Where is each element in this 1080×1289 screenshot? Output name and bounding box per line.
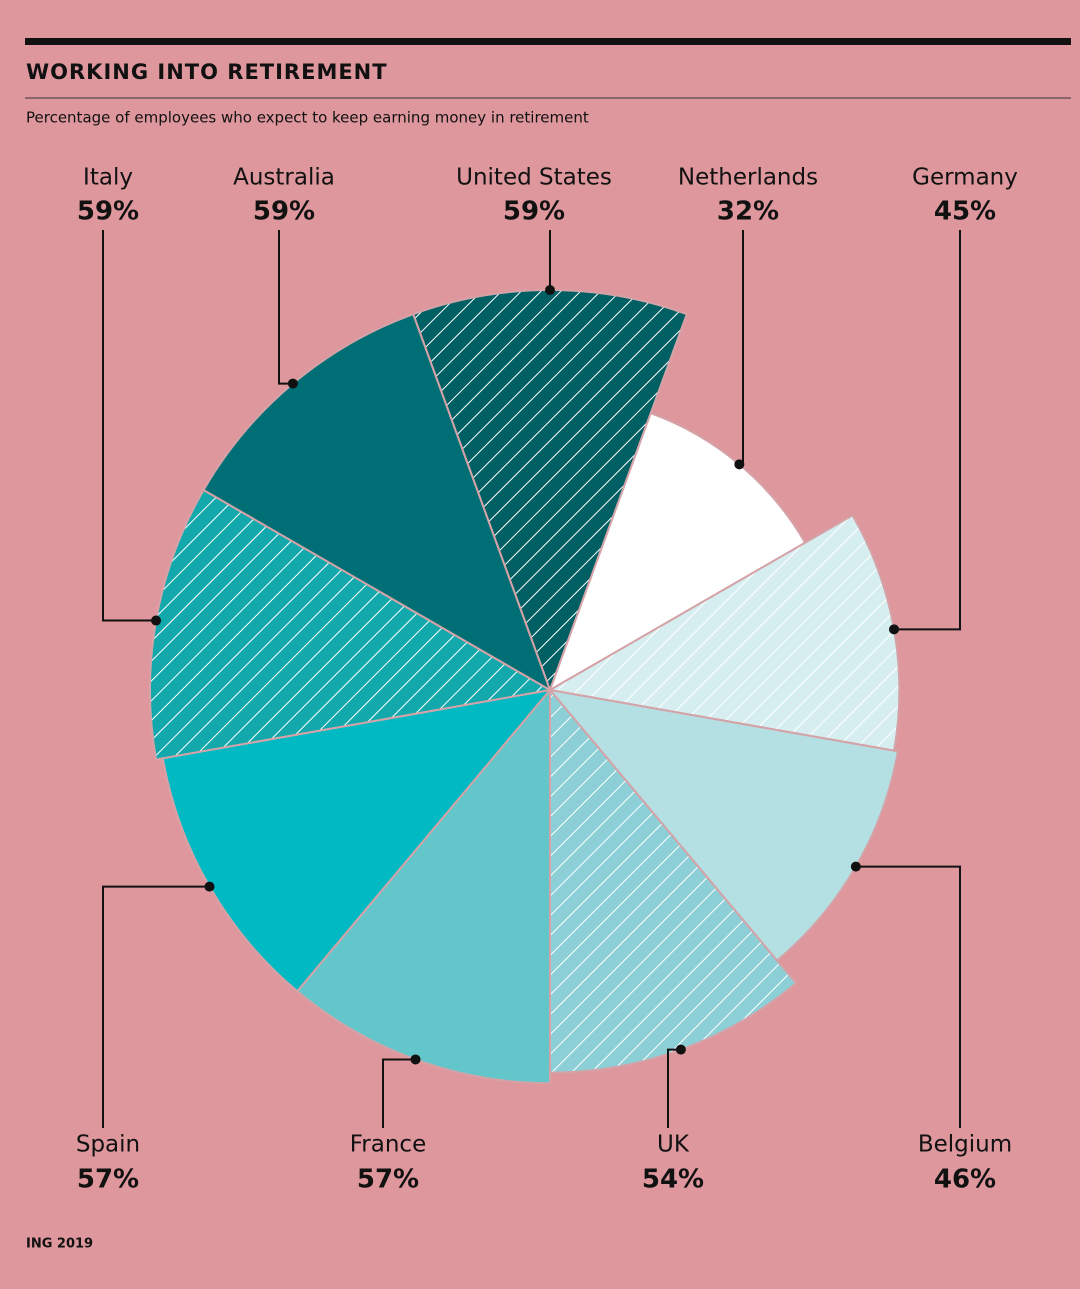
- leader-dot: [545, 285, 555, 295]
- value-label: 45%: [934, 197, 996, 227]
- category-label: Germany: [912, 165, 1018, 191]
- leader-dot: [151, 615, 162, 626]
- leader-line: [894, 230, 961, 631]
- leader-dot: [850, 861, 861, 872]
- category-label: France: [350, 1132, 426, 1158]
- category-label: Netherlands: [678, 165, 818, 191]
- value-label: 57%: [357, 1165, 419, 1195]
- value-label: 59%: [77, 197, 139, 227]
- leader-dot: [889, 624, 900, 635]
- leader-line: [102, 885, 210, 1128]
- leader-dot: [734, 459, 745, 470]
- value-label: 54%: [642, 1165, 704, 1195]
- category-label: UK: [657, 1132, 690, 1158]
- leader-line: [382, 1058, 416, 1128]
- category-label: Belgium: [918, 1132, 1012, 1158]
- chart-title: WORKING INTO RETIREMENT: [26, 60, 388, 84]
- leader-dot: [410, 1054, 421, 1065]
- value-label: 57%: [77, 1165, 139, 1195]
- category-label: Italy: [83, 165, 133, 191]
- source: ING 2019: [26, 1237, 93, 1252]
- category-label: United States: [456, 165, 612, 191]
- category-label: Australia: [233, 165, 335, 191]
- leader-dot: [204, 881, 215, 892]
- value-label: 46%: [934, 1165, 996, 1195]
- leader-line: [855, 865, 961, 1128]
- category-label: Spain: [76, 1132, 140, 1158]
- value-label: 32%: [717, 197, 779, 227]
- value-label: 59%: [503, 197, 565, 227]
- top-rule: [25, 38, 1071, 45]
- chart-subtitle: Percentage of employees who expect to ke…: [26, 109, 589, 127]
- leader-line: [102, 230, 157, 622]
- value-label: 59%: [253, 197, 315, 227]
- leader-dot: [287, 378, 298, 389]
- leader-dot: [675, 1044, 686, 1055]
